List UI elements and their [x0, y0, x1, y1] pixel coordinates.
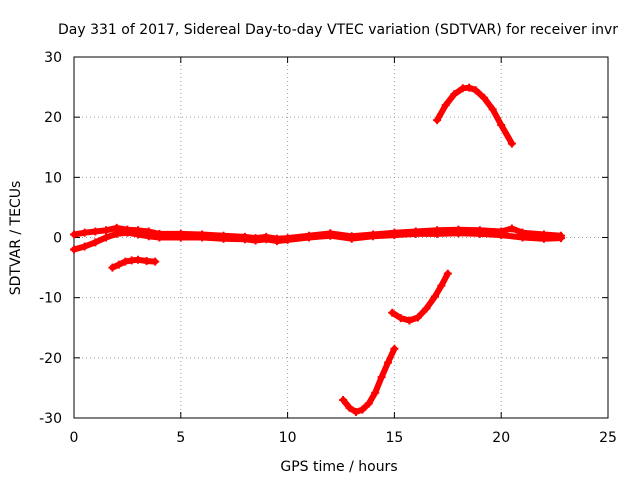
data-point	[262, 235, 271, 244]
data-point	[443, 269, 452, 278]
y-axis-label: SDTVAR / TECUs	[8, 181, 24, 296]
y-tick-label: -10	[39, 291, 62, 307]
y-tick-label: -30	[39, 411, 62, 427]
data-point	[134, 230, 143, 239]
data-point	[91, 238, 100, 247]
data-point	[437, 281, 446, 290]
data-point	[488, 105, 497, 114]
series-3	[339, 344, 399, 416]
data-series	[70, 83, 566, 416]
data-point	[134, 255, 143, 264]
data-point	[151, 257, 160, 266]
series-1	[70, 228, 566, 254]
data-point	[364, 399, 373, 408]
y-tick-label: 20	[44, 110, 62, 126]
y-tick-label: -20	[39, 351, 62, 367]
x-tick-label: 10	[279, 430, 297, 446]
data-point	[142, 256, 151, 265]
y-tick-label: 0	[53, 231, 62, 247]
data-point	[70, 245, 78, 254]
data-point	[80, 242, 89, 251]
data-point	[557, 234, 566, 243]
data-point	[251, 236, 260, 245]
data-point	[240, 235, 249, 244]
data-point	[454, 229, 463, 238]
data-point	[390, 231, 399, 240]
data-point	[123, 228, 132, 237]
series-2	[108, 255, 160, 272]
data-point	[497, 120, 506, 129]
x-axis-label: GPS time / hours	[280, 459, 397, 475]
data-point	[507, 139, 516, 148]
data-point	[272, 237, 281, 246]
data-point	[497, 231, 506, 240]
data-point	[108, 263, 117, 272]
data-point	[91, 227, 100, 236]
x-tick-label: 20	[492, 430, 510, 446]
data-point	[422, 304, 431, 313]
data-point	[465, 83, 474, 92]
series-line	[434, 84, 515, 147]
data-point	[433, 116, 442, 125]
data-point	[480, 93, 489, 102]
y-tick-label: 30	[44, 50, 62, 66]
data-point	[326, 231, 335, 240]
data-point	[339, 395, 348, 404]
data-point	[80, 228, 89, 237]
data-point	[405, 316, 414, 325]
data-point	[396, 314, 405, 323]
data-point	[102, 226, 111, 235]
data-point	[475, 229, 484, 238]
x-tick-label: 0	[70, 430, 79, 446]
data-point	[70, 230, 78, 239]
data-point	[413, 313, 422, 322]
data-point	[304, 233, 313, 242]
data-point	[358, 405, 367, 414]
x-tick-label: 15	[385, 430, 403, 446]
y-tick-label: 10	[44, 170, 62, 186]
data-point	[450, 90, 459, 99]
data-point	[121, 257, 130, 266]
data-point	[155, 233, 164, 242]
data-point	[347, 234, 356, 243]
data-point	[371, 388, 380, 397]
data-point	[112, 229, 121, 238]
data-point	[219, 234, 228, 243]
data-point	[369, 232, 378, 241]
data-point	[345, 403, 354, 412]
data-point	[283, 235, 292, 244]
data-point	[518, 233, 527, 242]
series-4	[388, 269, 452, 325]
data-point	[176, 233, 185, 242]
data-point	[471, 86, 480, 95]
data-point	[507, 224, 516, 233]
data-point	[114, 260, 123, 269]
data-point	[539, 234, 548, 243]
data-point	[102, 233, 111, 242]
data-point	[383, 358, 392, 367]
data-point	[198, 233, 207, 242]
data-point	[441, 101, 450, 110]
x-tick-label: 25	[599, 430, 617, 446]
data-point	[433, 229, 442, 238]
axis-ticks: 0 5 10 15 20 25 -30 -20 -10 0 10 20 30	[39, 50, 617, 446]
series-5	[433, 83, 516, 148]
data-point	[430, 292, 439, 301]
data-point	[351, 407, 360, 416]
data-point	[144, 232, 153, 241]
data-point	[390, 344, 399, 353]
data-point	[411, 229, 420, 238]
x-tick-label: 5	[176, 430, 185, 446]
data-point	[388, 308, 397, 317]
chart-title: Day 331 of 2017, Sidereal Day-to-day VTE…	[58, 22, 618, 38]
data-point	[377, 373, 386, 382]
